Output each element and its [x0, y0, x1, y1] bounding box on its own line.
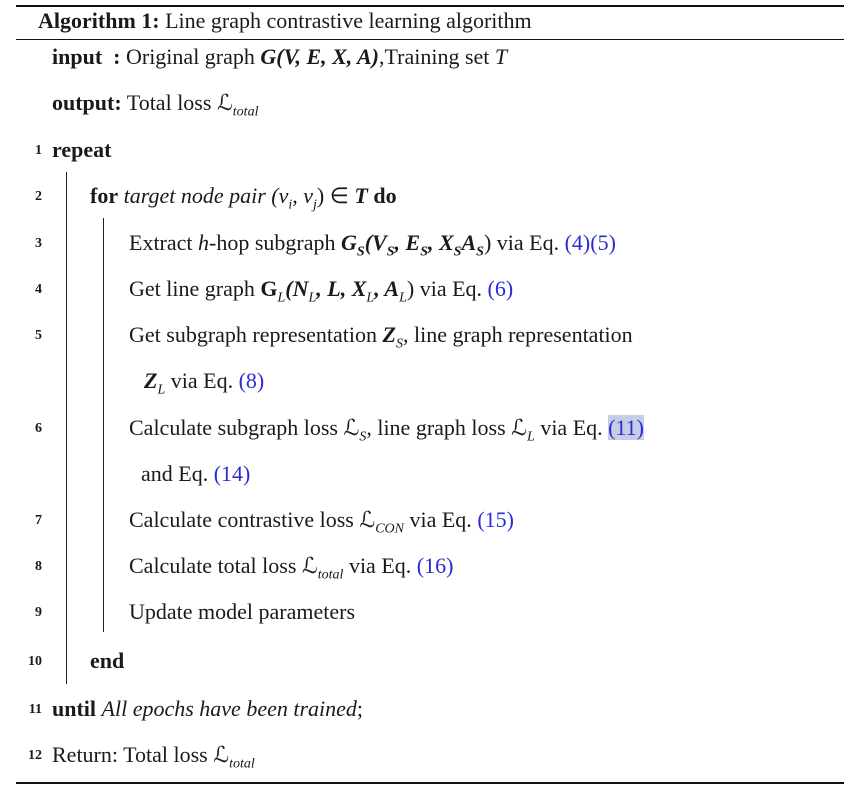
line-number: 10: [28, 654, 42, 669]
line-number: 1: [35, 143, 42, 158]
loss-line-cont: and Eq. (14): [141, 461, 251, 486]
eq-ref-link[interactable]: (16): [416, 553, 454, 578]
eq-ref-link[interactable]: (6): [487, 276, 514, 301]
caption-label: Algorithm 1:: [38, 8, 160, 33]
extract-line: Extract h-hop subgraph GS(VS, ES, XSAS) …: [129, 230, 616, 260]
eq-ref-link[interactable]: (5): [590, 230, 616, 255]
update-line: Update model parameters: [129, 599, 356, 624]
line-graph-line: Get line graph GL(NL, L, XL, AL) via Eq.…: [129, 276, 514, 306]
eq-ref-link-highlighted[interactable]: (11): [608, 415, 644, 440]
repeat-line: repeat: [52, 137, 112, 162]
representation-line: Get subgraph representation ZS, line gra…: [129, 322, 633, 352]
end-line: end: [90, 648, 125, 673]
input-line: input : Original graph G(V, E, X, A),Tra…: [52, 44, 508, 69]
for-block-bar: [103, 218, 105, 632]
line-number: 11: [28, 702, 42, 717]
bottom-rule: [16, 782, 844, 784]
total-loss-line: Calculate total loss ℒtotal via Eq. (16): [129, 553, 454, 583]
loss-line: Calculate subgraph loss ℒS, line graph l…: [129, 415, 644, 445]
eq-ref-link[interactable]: (4): [564, 230, 591, 255]
eq-ref-link[interactable]: (14): [213, 461, 251, 486]
algorithm-caption: Algorithm 1: Line graph contrastive lear…: [38, 8, 532, 34]
line-number: 12: [28, 748, 42, 763]
top-rule: [16, 5, 844, 7]
line-number: 4: [35, 282, 42, 297]
return-line: Return: Total loss ℒtotal: [52, 742, 255, 772]
line-number: 3: [35, 236, 42, 251]
eq-ref-link[interactable]: (8): [238, 368, 265, 393]
line-number: 9: [35, 605, 42, 620]
until-line: until All epochs have been trained;: [52, 696, 364, 721]
caption-title: Line graph contrastive learning algorith…: [165, 8, 532, 33]
eq-ref-link[interactable]: (15): [477, 507, 514, 532]
line-number: 5: [35, 328, 42, 343]
representation-line-cont: ZL via Eq. (8): [144, 368, 265, 398]
output-line: output: Total loss ℒtotal: [52, 90, 259, 120]
line-number: 7: [35, 513, 42, 528]
line-number: 8: [35, 559, 42, 574]
repeat-block-bar: [66, 172, 68, 684]
caption-rule: [16, 39, 844, 41]
contrastive-loss-line: Calculate contrastive loss ℒCON via Eq. …: [129, 507, 514, 537]
for-line: for target node pair (vi, vj) ∈ T do: [90, 183, 397, 213]
line-number: 6: [35, 421, 42, 436]
line-number: 2: [35, 189, 42, 204]
